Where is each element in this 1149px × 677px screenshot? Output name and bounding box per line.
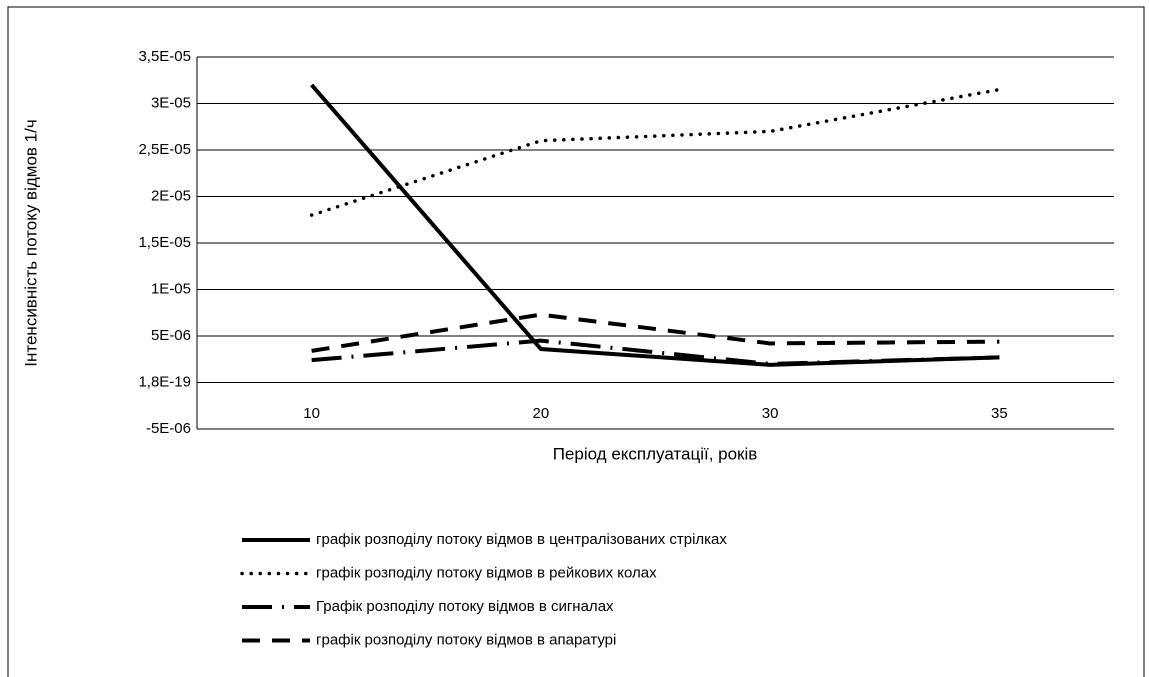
y-tick-label: 1,5E-05 (138, 234, 191, 251)
y-tick-label: 1E-05 (151, 280, 191, 297)
x-axis-title: Період експлуатації, років (553, 444, 758, 463)
series-line (311, 338, 1000, 366)
y-tick-label: 3E-05 (151, 94, 191, 111)
legend-label: Графік розподілу потоку відмов в сигнала… (316, 598, 614, 615)
y-tick-label: 1,8E-19 (138, 373, 191, 390)
legend-label: графік розподілу потоку відмов в рейкови… (316, 564, 657, 581)
legend-label: графік розподілу потоку відмов в апарату… (316, 631, 616, 648)
series-line (311, 312, 1000, 353)
y-tick-label: 2,5E-05 (138, 141, 191, 158)
y-tick-label: 2E-05 (151, 187, 191, 204)
y-tick-label: 5E-06 (151, 327, 191, 344)
x-tick-label: 10 (303, 405, 320, 422)
y-tick-label: 3,5E-05 (138, 48, 191, 65)
series-line (310, 83, 1000, 367)
series-line (309, 87, 1002, 217)
chart-border (7, 6, 1145, 677)
x-tick-label: 35 (991, 405, 1008, 422)
y-tick-label: -5E-06 (146, 420, 191, 437)
x-tick-label: 30 (762, 405, 779, 422)
y-axis-title: Інтенсивність потоку відмов 1/ч (21, 119, 40, 366)
legend-label: графік розподілу потоку відмов в централ… (316, 531, 727, 548)
x-tick-label: 20 (533, 405, 550, 422)
